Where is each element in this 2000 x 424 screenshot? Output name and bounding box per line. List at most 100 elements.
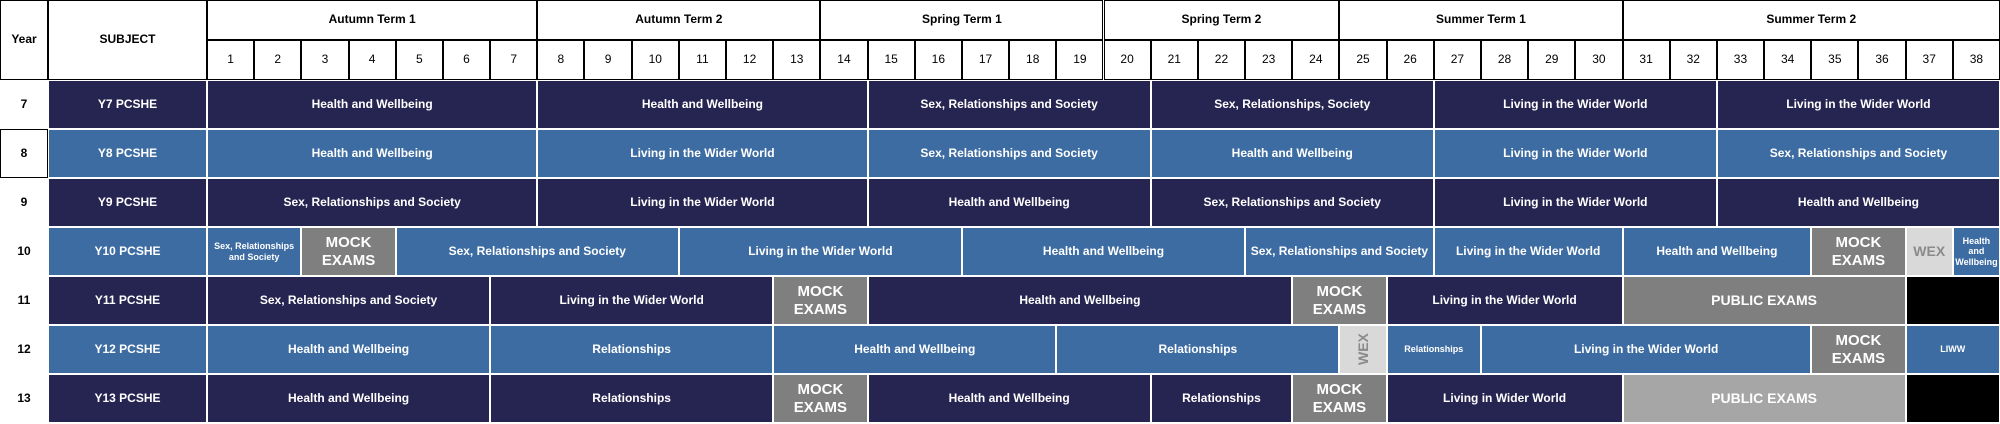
week-number: 32 <box>1669 40 1717 80</box>
year-cell[interactable]: 7 <box>0 80 48 129</box>
topic-block: Relationships <box>490 374 774 423</box>
term-header: Spring Term 2 <box>1103 0 1340 40</box>
week-number: 19 <box>1056 40 1104 80</box>
subject-cell: Y12 PCSHE <box>48 325 207 374</box>
year-cell[interactable]: 11 <box>0 276 48 325</box>
subject-cell: Y10 PCSHE <box>48 227 207 276</box>
week-number: 10 <box>631 40 679 80</box>
topic-block: Living in the Wider World <box>1433 129 1717 178</box>
topic-block: Living in the Wider World <box>1433 227 1623 276</box>
topic-block: Health and Wellbeing <box>867 178 1151 227</box>
week-number: 25 <box>1339 40 1387 80</box>
week-number: 3 <box>301 40 349 80</box>
week-number: 21 <box>1150 40 1198 80</box>
subject-cell: Y7 PCSHE <box>48 80 207 129</box>
subject-column-header: SUBJECT <box>48 0 207 80</box>
mock-exams-block: MOCK EXAMS <box>301 227 396 276</box>
topic-block: Health and Wellbeing <box>1150 129 1434 178</box>
week-number: 35 <box>1811 40 1859 80</box>
topic-block: Health and Wellbeing <box>867 374 1151 423</box>
week-number: 7 <box>490 40 538 80</box>
week-number: 5 <box>395 40 443 80</box>
term-header: Summer Term 1 <box>1339 0 1623 40</box>
topic-block: Health and Wellbeing <box>773 325 1057 374</box>
topic-block: Sex, Relationships and Society <box>867 80 1151 129</box>
year-cell[interactable]: 10 <box>0 227 48 276</box>
term-header: Autumn Term 1 <box>207 0 538 40</box>
term-header: Autumn Term 2 <box>537 0 821 40</box>
empty-block <box>1905 276 2000 325</box>
week-number: 28 <box>1480 40 1529 80</box>
topic-block: Living in Wider World <box>1386 374 1623 423</box>
week-number: 1 <box>207 40 255 80</box>
week-number: 13 <box>773 40 821 80</box>
mock-exams-block: MOCK EXAMS <box>1811 325 1906 374</box>
year-cell[interactable]: 9 <box>0 178 48 227</box>
topic-block: Health and Wellbeing <box>207 129 538 178</box>
topic-block: Sex, Relationships and Society <box>207 178 538 227</box>
topic-block: Sex, Relationships and Society <box>207 276 491 325</box>
mock-exams-block: MOCK EXAMS <box>773 374 868 423</box>
year-cell[interactable]: 13 <box>0 374 48 423</box>
week-number: 20 <box>1103 40 1151 80</box>
topic-block: Relationships <box>1150 374 1293 423</box>
week-number: 18 <box>1009 40 1057 80</box>
mock-exams-block: MOCK EXAMS <box>1292 374 1387 423</box>
topic-block: Sex, Relationships and Society <box>1716 129 2000 178</box>
week-number: 27 <box>1433 40 1481 80</box>
subject-cell: Y8 PCSHE <box>48 129 207 178</box>
topic-block: Relationships <box>490 325 774 374</box>
topic-block: Living in the Wider World <box>1386 276 1623 325</box>
topic-block: Living in the Wider World <box>490 276 774 325</box>
topic-block: Sex, Relationships and Society <box>867 129 1151 178</box>
topic-block: Living in the Wider World <box>678 227 962 276</box>
week-number: 8 <box>537 40 585 80</box>
week-number: 34 <box>1764 40 1812 80</box>
public-exams-block: PUBLIC EXAMS <box>1622 374 1906 423</box>
empty-block <box>1905 374 2000 423</box>
topic-block: Health and Wellbeing <box>207 80 538 129</box>
week-number: 15 <box>867 40 915 80</box>
subject-cell: Y9 PCSHE <box>48 178 207 227</box>
topic-block: Sex, Relationships and Society <box>207 227 302 276</box>
week-number: 29 <box>1528 40 1576 80</box>
mock-exams-block: MOCK EXAMS <box>1811 227 1906 276</box>
week-number: 31 <box>1622 40 1670 80</box>
wex-label: WEX <box>1354 333 1371 366</box>
topic-block: Health and Wellbeing <box>1716 178 2000 227</box>
week-number: 37 <box>1905 40 1953 80</box>
year-cell[interactable]: 8 <box>0 129 48 178</box>
week-number: 23 <box>1245 40 1293 80</box>
topic-block: Sex, Relationships, Society <box>1150 80 1434 129</box>
topic-block: Health and Wellbeing <box>961 227 1246 276</box>
topic-block: Sex, Relationships and Society <box>1245 227 1434 276</box>
week-number: 2 <box>254 40 302 80</box>
mock-exams-block: MOCK EXAMS <box>1292 276 1387 325</box>
week-number: 36 <box>1858 40 1906 80</box>
year-cell[interactable]: 12 <box>0 325 48 374</box>
week-number: 9 <box>584 40 632 80</box>
week-number: 24 <box>1292 40 1340 80</box>
public-exams-block: PUBLIC EXAMS <box>1622 276 1906 325</box>
topic-block: Health and Wellbeing <box>207 374 491 423</box>
topic-block: Relationships <box>1056 325 1340 374</box>
subject-cell: Y13 PCSHE <box>48 374 207 423</box>
subject-cell: Y11 PCSHE <box>48 276 207 325</box>
term-header: Spring Term 1 <box>820 0 1104 40</box>
week-number: 11 <box>678 40 726 80</box>
topic-block: Living in the Wider World <box>1716 80 2000 129</box>
week-number: 38 <box>1952 40 2000 80</box>
topic-block: Health and Wellbeing <box>1952 227 2000 276</box>
topic-block: Sex, Relationships and Society <box>395 227 679 276</box>
topic-block: Health and Wellbeing <box>207 325 491 374</box>
topic-block: Relationships <box>1386 325 1481 374</box>
week-number: 30 <box>1575 40 1623 80</box>
topic-block: Living in the Wider World <box>537 178 868 227</box>
topic-block: Living in the Wider World <box>1433 178 1717 227</box>
week-number: 4 <box>348 40 396 80</box>
topic-block: Health and Wellbeing <box>867 276 1293 325</box>
week-number: 22 <box>1197 40 1246 80</box>
topic-block: Health and Wellbeing <box>537 80 868 129</box>
topic-block: Living in the Wider World <box>1480 325 1812 374</box>
